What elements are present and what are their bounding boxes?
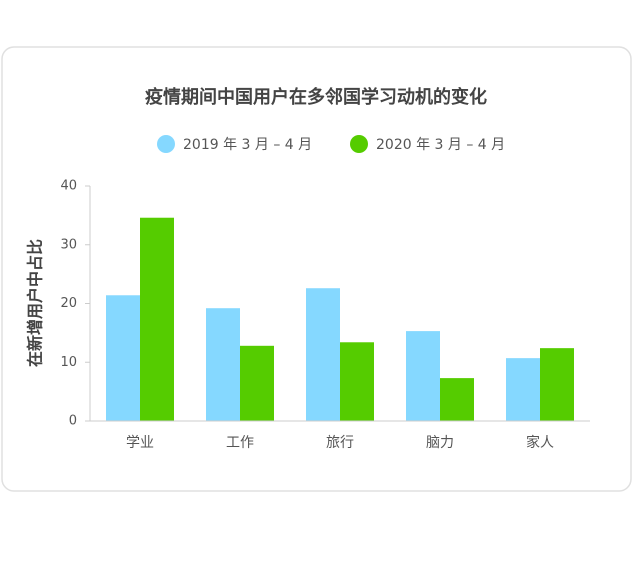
bar	[106, 295, 140, 421]
bar	[306, 288, 340, 421]
x-tick-label: 旅行	[326, 435, 354, 451]
legend-swatch	[157, 135, 175, 153]
x-tick-label: 工作	[226, 435, 254, 451]
bar	[140, 217, 174, 421]
bar	[206, 308, 240, 421]
y-axis-label: 在新增用户中占比	[26, 239, 45, 367]
x-tick-label: 学业	[126, 435, 154, 451]
bar	[340, 342, 374, 421]
y-tick-label: 40	[60, 179, 77, 194]
y-tick-label: 20	[60, 296, 77, 311]
bar	[240, 345, 274, 421]
bar	[540, 348, 574, 421]
y-tick-label: 0	[69, 414, 77, 429]
y-tick-label: 30	[60, 237, 77, 252]
x-tick-label: 家人	[526, 434, 554, 451]
bar	[440, 378, 474, 421]
bar	[506, 358, 540, 421]
chart-title: 疫情期间中国用户在多邻国学习动机的变化	[145, 86, 487, 108]
legend-label: 2020 年 3 月 – 4 月	[376, 137, 505, 153]
y-tick-label: 10	[60, 355, 77, 370]
bar	[406, 331, 440, 421]
x-tick-label: 脑力	[426, 435, 454, 451]
legend-swatch	[350, 135, 368, 153]
legend-label: 2019 年 3 月 – 4 月	[183, 137, 312, 153]
card	[1, 46, 632, 492]
